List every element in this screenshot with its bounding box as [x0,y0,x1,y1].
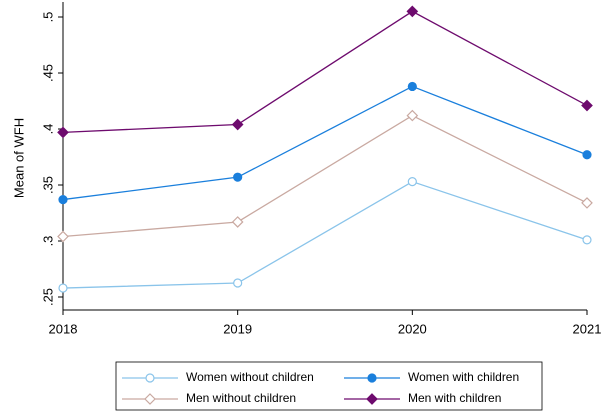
data-point [231,216,244,228]
data-point [407,81,417,92]
legend-marker [145,373,155,383]
data-point [581,99,593,112]
data-point [57,230,69,243]
legend [115,361,543,411]
series-line [62,114,588,238]
legend-marker [366,393,378,405]
data-point [57,126,69,139]
x-tick-label: 2019 [223,321,252,336]
data-point [58,283,68,293]
legend-marker [367,373,377,383]
legend-label: Men without children [186,391,296,405]
data-point [231,118,244,131]
data-point [582,150,592,160]
y-tick-label: .45 [40,64,55,82]
legend-label: Women with children [408,370,519,384]
data-point [406,5,419,18]
y-tick-label: .4 [40,124,55,135]
data-point [58,194,68,205]
series-line [62,85,588,201]
legend-label: Women without children [186,370,314,384]
x-tick-label: 2021 [573,321,601,336]
data-point [233,172,243,182]
y-tick-label: .3 [40,236,55,247]
x-tick-label: 2018 [49,321,78,336]
legend-label: Men with children [408,391,501,405]
data-point [406,109,419,122]
y-tick-label: .25 [40,288,55,306]
series-line [62,10,588,134]
y-tick-label: .5 [40,12,55,23]
legend-marker [144,393,156,405]
y-axis-label: Mean of WFH [11,118,26,198]
data-point [581,197,593,209]
data-point [582,235,592,245]
y-tick-label: .35 [40,176,55,194]
data-point [233,278,243,288]
data-point [407,177,417,187]
x-tick-label: 2020 [398,321,427,336]
series-line [62,180,588,289]
